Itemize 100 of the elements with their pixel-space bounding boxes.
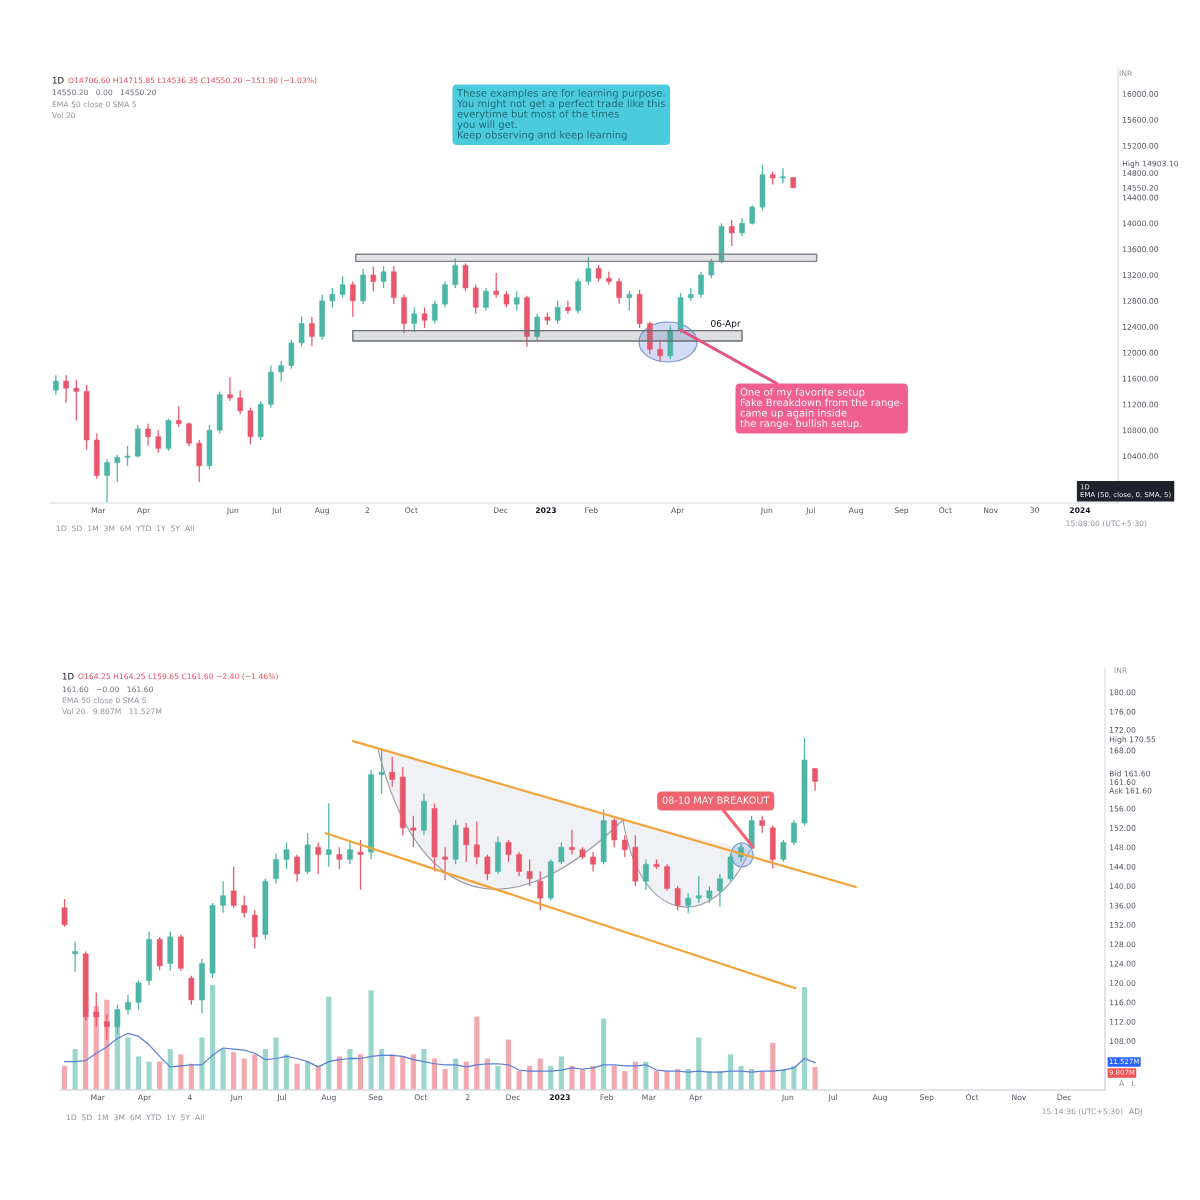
candlestick <box>251 909 258 950</box>
candlestick <box>791 819 797 846</box>
bar <box>801 987 808 1090</box>
candlestick <box>516 851 522 877</box>
bar <box>72 1049 78 1090</box>
annotation: 08-10 MAY BREAKOUT <box>662 796 770 804</box>
candlestick <box>411 306 418 333</box>
candlestick <box>273 852 279 885</box>
bar <box>220 1049 226 1090</box>
candlestick <box>780 839 787 863</box>
candlestick <box>749 204 756 226</box>
candlestick <box>493 272 499 299</box>
bar <box>410 1054 416 1090</box>
bar <box>738 1065 744 1090</box>
bar <box>336 1056 342 1090</box>
bar <box>505 1039 512 1090</box>
candlestick <box>325 802 332 868</box>
candlestick <box>664 863 670 892</box>
candlestick <box>309 316 315 347</box>
candlestick <box>196 439 202 483</box>
candlestick <box>347 839 353 865</box>
candlestick <box>657 339 663 363</box>
bar <box>283 1054 290 1090</box>
candlestick <box>585 256 592 286</box>
bar <box>61 1065 68 1090</box>
bar <box>252 1054 258 1090</box>
candlestick <box>505 839 512 863</box>
candlestick <box>558 841 565 865</box>
candlestick <box>554 300 561 325</box>
candlestick <box>61 898 68 928</box>
candlestick <box>483 287 489 312</box>
bar <box>696 1037 702 1090</box>
candlestick <box>462 262 469 292</box>
bar <box>400 1056 406 1090</box>
bar <box>611 1065 617 1090</box>
bar <box>294 1063 300 1090</box>
candlestick <box>626 290 633 312</box>
candlestick <box>339 275 346 299</box>
candlestick <box>155 429 162 454</box>
bar <box>389 1054 395 1090</box>
candlestick <box>114 454 121 483</box>
bar <box>167 1049 173 1090</box>
bar <box>262 1049 268 1090</box>
bar <box>368 990 374 1090</box>
candlestick <box>442 846 448 881</box>
candlestick <box>125 994 131 1016</box>
bar <box>727 1054 734 1090</box>
bar <box>347 1049 353 1090</box>
candlestick <box>336 846 343 870</box>
bar <box>135 1056 142 1090</box>
bar <box>812 1066 818 1090</box>
bar <box>421 1049 427 1090</box>
candlestick <box>188 975 195 1006</box>
bar <box>442 1069 448 1090</box>
bar <box>664 1071 670 1090</box>
bar <box>601 1018 607 1090</box>
candlestick <box>569 829 575 856</box>
candlestick <box>432 300 438 325</box>
candlestick <box>590 851 596 873</box>
candlestick <box>695 875 702 904</box>
candlestick <box>616 277 622 305</box>
bar <box>241 1058 247 1090</box>
candlestick <box>727 852 734 882</box>
candlestick <box>357 839 364 891</box>
bar <box>125 1037 131 1090</box>
candlestick <box>611 817 618 848</box>
candlestick <box>473 820 480 865</box>
candlestick <box>227 376 233 402</box>
candlestick <box>380 265 387 289</box>
annotation: 06-Apr <box>711 319 741 329</box>
candlestick <box>135 979 142 1011</box>
candlestick <box>294 853 300 883</box>
bar <box>273 1037 279 1090</box>
candlestick <box>534 313 540 341</box>
candlestick <box>220 880 226 914</box>
candlestick <box>315 841 322 875</box>
candlestick <box>278 360 284 383</box>
candlestick <box>513 290 520 312</box>
bar <box>379 1049 385 1090</box>
bar <box>653 1071 660 1090</box>
candlestick <box>442 280 448 308</box>
candlestick <box>103 1013 110 1041</box>
candlestick <box>685 892 692 914</box>
candlestick <box>537 870 544 911</box>
bar <box>770 1042 776 1090</box>
bar <box>157 1061 163 1090</box>
text: 1D <box>52 77 64 84</box>
bar <box>558 1056 564 1090</box>
candlestick <box>674 885 681 911</box>
candlestick <box>421 306 428 329</box>
candlestick <box>621 834 628 858</box>
candlestick <box>739 217 745 237</box>
candlestick <box>186 421 192 448</box>
bar <box>315 1065 321 1090</box>
bar <box>579 1069 586 1090</box>
bar <box>305 1061 311 1090</box>
candlestick <box>463 822 470 863</box>
candlestick <box>606 271 612 286</box>
candlestick <box>298 315 305 347</box>
candlestick <box>53 374 59 396</box>
